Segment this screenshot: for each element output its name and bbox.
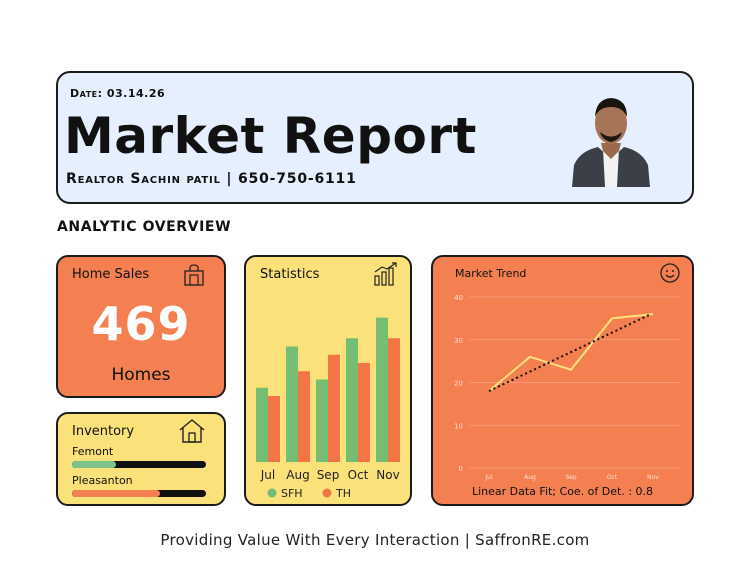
x-tick-label: Sep <box>565 474 577 481</box>
inventory-bar <box>72 490 206 497</box>
x-tick-label: Aug <box>524 474 536 481</box>
x-tick-label: Aug <box>286 468 309 482</box>
realtor-contact: Realtor Sachin patil | 650-750-6111 <box>66 171 357 187</box>
market-trend-label: Market Trend <box>455 267 527 280</box>
house-icon <box>179 419 205 443</box>
y-tick-label: 10 <box>454 422 463 430</box>
statistics-card: Statistics Jul Aug Sep Oct Nov SFH TH <box>244 255 412 506</box>
header-card: Date: 03.14.26 Market Report Realtor Sac… <box>56 71 694 204</box>
inventory-bar <box>72 461 206 468</box>
x-tick-label: Sep <box>317 468 340 482</box>
home-sales-unit: Homes <box>111 365 171 385</box>
statistics-bar-chart: Jul Aug Sep Oct Nov SFH TH <box>256 317 400 500</box>
y-tick-label: 20 <box>454 380 463 388</box>
x-tick-label: Nov <box>376 468 399 482</box>
bar-chart-icon <box>374 262 397 286</box>
smiley-icon <box>660 263 680 283</box>
market-trend-line-chart: 0 10 20 30 40 Jul Aug Sep Oct Nov <box>454 294 681 481</box>
x-tick-label: Jul <box>484 474 493 481</box>
market-trend-footnote: Linear Data Fit; Coe. of Det. : 0.8 <box>471 485 654 498</box>
bar-th <box>328 354 340 462</box>
section-title: ANALYTIC OVERVIEW <box>57 219 232 235</box>
legend-label: TH <box>335 487 351 500</box>
y-tick-label: 30 <box>454 337 463 345</box>
legend-label: SFH <box>281 487 303 500</box>
y-tick-label: 0 <box>459 465 463 473</box>
x-tick-label: Oct <box>607 474 618 481</box>
bar-sfh <box>286 346 298 462</box>
series-line <box>488 313 654 392</box>
bar-th <box>298 371 310 462</box>
y-tick-label: 40 <box>454 294 463 302</box>
bar-sfh <box>346 338 358 462</box>
trend-line <box>488 313 652 392</box>
bar-sfh <box>376 317 388 462</box>
realtor-photo <box>570 87 652 187</box>
x-tick-label: Oct <box>348 468 369 482</box>
inventory-item-name: Pleasanton <box>72 474 133 487</box>
bar-sfh <box>256 387 268 462</box>
home-sales-label: Home Sales <box>72 267 150 282</box>
statistics-label: Statistics <box>260 267 320 282</box>
inventory-item-name: Femont <box>72 445 114 458</box>
legend-swatch <box>322 488 332 498</box>
shopping-bag-icon <box>184 264 204 286</box>
inventory-card: Inventory Femont Pleasanton <box>56 412 226 506</box>
bar-th <box>358 363 370 462</box>
page-title: Market Report <box>64 107 477 165</box>
inventory-bar-fill <box>72 490 161 497</box>
report-date: Date: 03.14.26 <box>70 87 166 100</box>
x-tick-label: Nov <box>647 474 659 481</box>
inventory-bar-fill <box>72 461 117 468</box>
bar-th <box>388 338 400 462</box>
home-sales-card: Home Sales 469 Homes <box>56 255 226 398</box>
inventory-label: Inventory <box>72 424 135 439</box>
bar-th <box>268 396 280 462</box>
legend-swatch <box>267 488 277 498</box>
x-tick-label: Jul <box>260 468 275 482</box>
home-sales-value: 469 <box>91 297 191 351</box>
market-trend-card: Market Trend 0 10 20 30 40 Jul Aug Sep Oct Nov Li… <box>431 255 694 506</box>
bar-sfh <box>316 379 328 462</box>
footer-tagline: Providing Value With Every Interaction |… <box>160 531 590 549</box>
